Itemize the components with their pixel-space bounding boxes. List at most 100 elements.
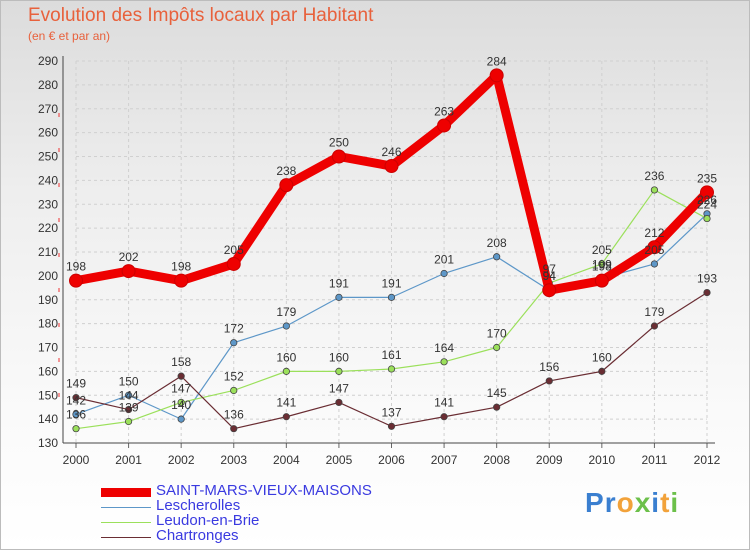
data-point — [174, 273, 189, 288]
y-tick-label: 230 — [38, 197, 58, 211]
data-point — [542, 283, 557, 298]
data-label: 94 — [543, 269, 557, 283]
y-tick-label: 150 — [38, 388, 58, 402]
data-label: 97 — [543, 262, 557, 276]
data-label: 141 — [276, 396, 296, 410]
data-label: 160 — [276, 350, 296, 364]
legend-swatch — [101, 488, 151, 497]
axes: 130 140 150 160 170 180 190 200 210 220 230 240 250 2… — [38, 54, 721, 467]
data-label: 156 — [539, 360, 559, 374]
x-tick-label: 2012 — [694, 453, 721, 467]
data-label: 145 — [487, 386, 507, 400]
y-tick-label: 290 — [38, 54, 58, 68]
data-label: 191 — [381, 276, 401, 290]
data-label: 94 — [543, 269, 557, 283]
data-label: 172 — [224, 322, 244, 336]
data-label: 202 — [119, 250, 139, 264]
logo-letter: i — [670, 487, 680, 518]
data-label: 205 — [224, 243, 244, 257]
data-point — [177, 398, 185, 407]
x-tick-label: 2005 — [326, 453, 353, 467]
data-label: 140 — [171, 398, 191, 412]
data-point — [72, 394, 80, 402]
data-label: 144 — [119, 389, 139, 403]
x-tick-label: 2010 — [588, 453, 615, 467]
data-point — [437, 118, 452, 133]
data-point — [72, 410, 80, 418]
data-point — [493, 253, 501, 261]
data-label: 201 — [434, 252, 454, 266]
x-tick-label: 2003 — [220, 453, 247, 467]
data-label: 236 — [644, 169, 664, 183]
data-label: 141 — [434, 396, 454, 410]
chart-title: Evolution des Impôts locaux par Habitant — [28, 5, 374, 26]
legend-swatch — [101, 507, 151, 508]
data-label: 136 — [224, 408, 244, 422]
data-point — [703, 214, 711, 223]
data-point — [650, 260, 659, 268]
data-label: 226 — [697, 193, 717, 207]
data-label: 160 — [329, 350, 349, 364]
y-tick-label: 200 — [38, 269, 58, 283]
data-point — [282, 413, 290, 421]
data-point — [493, 343, 501, 352]
y-tick-label: 280 — [38, 78, 58, 92]
data-point — [124, 405, 133, 414]
data-label: 179 — [644, 305, 664, 319]
data-point — [279, 178, 294, 193]
legend-swatch — [101, 537, 151, 538]
data-point — [594, 273, 609, 288]
data-label: 142 — [66, 393, 86, 407]
data-label: 199 — [592, 257, 612, 271]
data-label: 170 — [487, 327, 507, 341]
data-point — [72, 425, 80, 433]
x-tick-label: 2007 — [431, 453, 458, 467]
x-tick-label: 2011 — [642, 453, 668, 467]
data-point — [650, 322, 659, 330]
data-label: 150 — [119, 374, 139, 388]
data-label: 212 — [644, 226, 664, 240]
data-label: 147 — [171, 381, 191, 395]
data-label: 136 — [66, 408, 86, 422]
y-tick-label: 180 — [38, 317, 58, 331]
data-point — [650, 186, 659, 194]
legend-label: Lescherolles — [156, 497, 241, 514]
data-point — [335, 398, 343, 407]
data-label: 246 — [381, 145, 401, 159]
legend-label: Leudon-en-Brie — [156, 512, 260, 529]
data-point — [282, 322, 290, 330]
data-point — [384, 159, 399, 174]
data-point — [69, 273, 83, 288]
logo-letter: o — [616, 487, 635, 518]
y-tick-label: 130 — [38, 436, 58, 450]
x-tick-label: 2009 — [536, 453, 563, 467]
data-point — [440, 358, 448, 366]
data-label: 164 — [434, 341, 454, 355]
y-tick-label: 270 — [38, 102, 58, 116]
data-point — [331, 149, 346, 164]
data-point — [335, 367, 343, 375]
data-label: 250 — [329, 136, 349, 150]
x-tick-label: 2002 — [168, 453, 195, 467]
proxiti-logo: Proxiti — [585, 487, 679, 519]
logo-letter: t — [660, 487, 671, 518]
data-point — [121, 264, 136, 279]
data-label: 152 — [224, 369, 244, 383]
data-label: 198 — [66, 260, 86, 274]
data-point — [545, 377, 553, 385]
data-point — [230, 386, 238, 395]
data-point — [124, 417, 133, 426]
data-point — [440, 269, 448, 278]
data-point — [177, 372, 185, 380]
data-point — [598, 367, 606, 375]
data-label: 205 — [592, 243, 612, 257]
legend-swatch — [101, 522, 151, 523]
data-point — [387, 422, 396, 430]
data-point — [703, 288, 711, 297]
data-labels: 198 202 198 205 238 250 246 263 284 94 198 212 235 14… — [66, 54, 717, 421]
x-tick-label: 2008 — [483, 453, 510, 467]
data-label: 284 — [487, 54, 507, 68]
data-point — [230, 425, 238, 433]
y-tick-label: 160 — [38, 364, 58, 378]
data-label: 158 — [171, 355, 191, 369]
